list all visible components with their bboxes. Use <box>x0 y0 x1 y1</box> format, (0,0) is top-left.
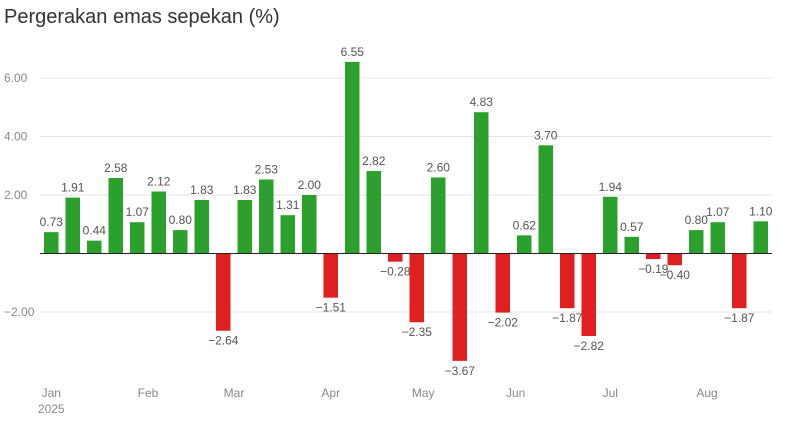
bar <box>237 199 252 254</box>
data-label: 1.31 <box>276 198 300 212</box>
x-tick-label: Jun <box>506 386 525 400</box>
data-label: 0.62 <box>513 218 537 232</box>
x-tick-label: Feb <box>138 386 159 400</box>
y-tick-label: 6.00 <box>4 71 28 85</box>
data-label: 0.80 <box>169 213 193 227</box>
data-label: 1.91 <box>61 181 85 195</box>
bar <box>216 253 231 331</box>
bar <box>409 253 424 323</box>
data-label: 0.80 <box>685 213 709 227</box>
data-label: 1.83 <box>233 183 257 197</box>
bar <box>474 112 489 254</box>
bar <box>151 191 166 254</box>
x-tick-label: May <box>412 386 435 400</box>
data-label: −1.87 <box>724 311 755 325</box>
data-label: 2.12 <box>147 174 171 188</box>
y-tick-label: 4.00 <box>4 130 28 144</box>
bar <box>259 179 274 254</box>
data-label: −0.28 <box>380 265 411 279</box>
bar <box>603 196 618 254</box>
bar <box>517 235 532 254</box>
bar <box>753 221 768 254</box>
chart-title: Pergerakan emas sepekan (%) <box>4 6 280 28</box>
data-label: 1.94 <box>599 180 623 194</box>
bar <box>87 240 102 254</box>
data-label: −1.87 <box>552 311 583 325</box>
data-label: 2.00 <box>298 178 322 192</box>
bar <box>302 195 317 254</box>
x-axis-ticks: Jan Feb Mar Apr May Jun Jul Aug 2025 <box>38 386 718 416</box>
bar <box>280 215 295 254</box>
data-label: −0.19 <box>638 262 669 276</box>
data-label: 0.57 <box>620 220 644 234</box>
data-label: 0.44 <box>83 224 107 238</box>
bar <box>581 253 596 336</box>
x-tick-label: Jul <box>603 386 618 400</box>
y-axis-ticks: 6.00 4.00 2.00 −2.00 <box>4 71 35 319</box>
bar <box>65 197 80 254</box>
bar <box>538 145 553 254</box>
data-label: −2.02 <box>488 316 519 330</box>
data-label: 2.82 <box>362 154 386 168</box>
bar <box>646 253 661 260</box>
data-label: −3.67 <box>445 364 476 378</box>
bar <box>710 222 725 254</box>
year-label: 2025 <box>38 402 65 416</box>
bar <box>108 178 123 254</box>
data-label: 1.10 <box>749 204 773 218</box>
data-label: 1.07 <box>126 205 150 219</box>
data-label: 1.83 <box>190 183 214 197</box>
y-tick-label: −2.00 <box>4 305 35 319</box>
data-label: 1.07 <box>706 205 730 219</box>
bar <box>624 236 639 254</box>
bar <box>560 253 575 309</box>
bar <box>173 230 188 254</box>
bar <box>689 230 704 254</box>
bar <box>366 171 381 254</box>
data-label: −1.51 <box>316 301 347 315</box>
bar <box>732 253 747 309</box>
data-label: 0.73 <box>40 215 64 229</box>
bar <box>130 222 145 254</box>
x-tick-label: Aug <box>696 386 717 400</box>
data-label: −2.35 <box>402 325 433 339</box>
bars <box>44 61 768 361</box>
data-label: 4.83 <box>470 95 494 109</box>
data-label: 6.55 <box>341 45 365 59</box>
data-label: −0.40 <box>660 268 691 282</box>
bar <box>345 61 360 254</box>
data-label: 3.70 <box>534 128 558 142</box>
bar <box>44 232 59 254</box>
y-tick-label: 2.00 <box>4 188 28 202</box>
x-tick-label: Apr <box>321 386 340 400</box>
bar <box>194 199 209 254</box>
x-tick-label: Mar <box>224 386 245 400</box>
data-label: 2.60 <box>427 160 451 174</box>
bar <box>388 253 403 262</box>
data-label: 2.53 <box>255 162 279 176</box>
data-label: 2.58 <box>104 161 128 175</box>
bar <box>495 253 510 313</box>
data-label: −2.64 <box>208 334 239 348</box>
data-label: −2.82 <box>574 339 605 353</box>
data-labels: 0.73 1.91 0.44 2.58 1.07 2.12 0.80 1.83 −2.64 1.8… <box>40 45 773 378</box>
bar <box>667 253 682 266</box>
bar <box>452 253 467 361</box>
x-tick-label: Jan <box>42 386 61 400</box>
bar <box>323 253 338 298</box>
bar <box>431 177 446 254</box>
